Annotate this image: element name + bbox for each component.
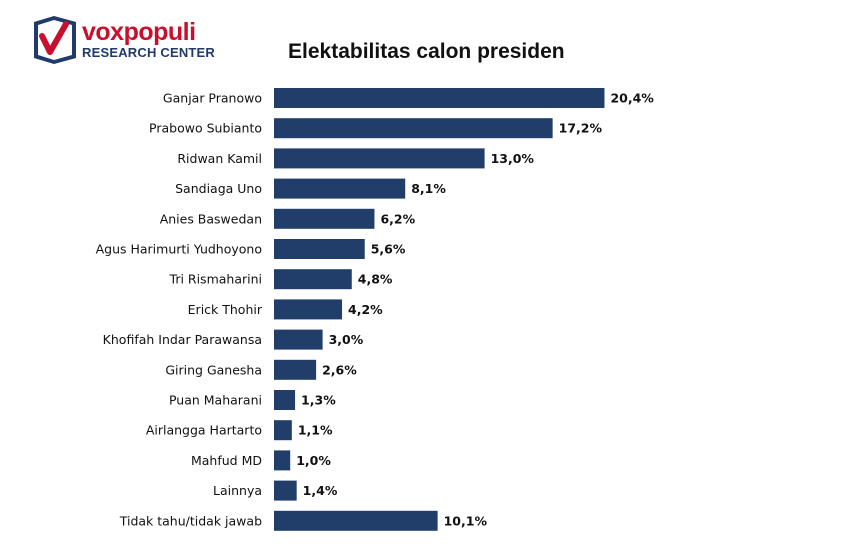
category-label-sandiaga-uno: Sandiaga Uno <box>175 181 262 196</box>
chart-title: Elektabilitas calon presiden <box>288 40 565 63</box>
bar-puan-maharani <box>274 390 296 410</box>
bar-airlangga-hartarto <box>274 420 292 441</box>
value-label-khofifah-indar-parawansa: 3,0% <box>329 332 364 347</box>
value-label-ridwan-kamil: 13,0% <box>491 151 535 166</box>
bar-tri-rismaharini <box>274 269 352 290</box>
category-label-puan-maharani: Puan Maharani <box>169 393 262 408</box>
category-label-lainnya: Lainnya <box>213 483 262 498</box>
bar-mahfud-md <box>274 450 291 471</box>
category-label-agus-harimurti-yudhoyono: Agus Harimurti Yudhoyono <box>96 242 262 257</box>
bar-khofifah-indar-parawansa <box>274 329 323 350</box>
bar-ganjar-pranowo <box>274 88 605 108</box>
bar-sandiaga-uno <box>274 178 406 199</box>
value-label-sandiaga-uno: 8,1% <box>411 181 446 196</box>
value-label-tidak-tahu-tidak-jawab: 10,1% <box>444 513 488 528</box>
value-label-airlangga-hartarto: 1,1% <box>298 423 333 438</box>
value-label-puan-maharani: 1,3% <box>301 393 336 408</box>
value-label-lainnya: 1,4% <box>303 483 338 498</box>
bar-lainnya <box>274 480 297 501</box>
bar-anies-baswedan <box>274 208 375 229</box>
value-label-mahfud-md: 1,0% <box>296 453 331 468</box>
value-label-tri-rismaharini: 4,8% <box>358 272 393 287</box>
category-label-tri-rismaharini: Tri Rismaharini <box>169 272 262 287</box>
value-label-agus-harimurti-yudhoyono: 5,6% <box>371 242 406 257</box>
value-label-erick-thohir: 4,2% <box>348 302 383 317</box>
voxpopuli-logo: voxpopuli RESEARCH CENTER <box>30 14 220 64</box>
category-label-giring-ganesha: Giring Ganesha <box>165 362 262 377</box>
category-label-tidak-tahu-tidak-jawab: Tidak tahu/tidak jawab <box>119 513 262 528</box>
value-label-giring-ganesha: 2,6% <box>322 362 357 377</box>
category-label-anies-baswedan: Anies Baswedan <box>160 211 262 226</box>
category-label-prabowo-subianto: Prabowo Subianto <box>149 121 262 136</box>
bar-tidak-tahu-tidak-jawab <box>274 510 438 531</box>
category-label-ridwan-kamil: Ridwan Kamil <box>177 151 262 166</box>
logo-subtitle-text: RESEARCH CENTER <box>82 45 216 60</box>
value-label-ganjar-pranowo: 20,4% <box>610 91 654 106</box>
bar-giring-ganesha <box>274 359 317 380</box>
category-label-khofifah-indar-parawansa: Khofifah Indar Parawansa <box>103 332 262 347</box>
category-label-airlangga-hartarto: Airlangga Hartarto <box>146 423 262 438</box>
value-label-anies-baswedan: 6,2% <box>380 211 415 226</box>
bar-erick-thohir <box>274 299 343 320</box>
category-label-ganjar-pranowo: Ganjar Pranowo <box>163 91 262 106</box>
bar-ridwan-kamil <box>274 148 485 169</box>
logo-brand-text: voxpopuli <box>82 18 196 46</box>
category-label-erick-thohir: Erick Thohir <box>188 302 263 317</box>
category-label-mahfud-md: Mahfud MD <box>191 453 262 468</box>
value-label-prabowo-subianto: 17,2% <box>559 121 603 136</box>
bar-prabowo-subianto <box>274 118 553 139</box>
bar-agus-harimurti-yudhoyono <box>274 239 365 259</box>
voxpopuli-logo-icon <box>34 16 76 64</box>
